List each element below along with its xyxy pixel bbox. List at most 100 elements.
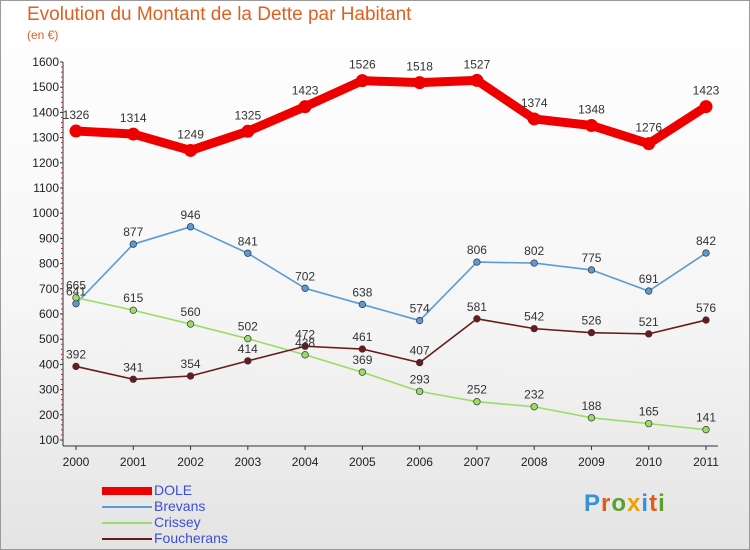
data-label: 252	[467, 383, 487, 397]
series-foucherans	[72, 315, 710, 383]
y-tick-label: 400	[39, 357, 59, 371]
legend-swatch	[102, 506, 152, 508]
data-label: 472	[295, 327, 315, 341]
y-tick-label: 200	[39, 408, 59, 422]
data-label: 407	[410, 344, 430, 358]
data-point	[473, 398, 481, 406]
chart-title: Evolution du Montant de la Dette par Hab…	[27, 4, 412, 25]
x-tick-label: 2005	[349, 455, 376, 469]
data-point	[358, 368, 367, 376]
data-label: 1518	[406, 60, 433, 74]
data-label: 461	[352, 330, 372, 344]
data-label: 341	[123, 360, 143, 374]
data-point	[244, 357, 252, 365]
data-point	[587, 266, 596, 274]
data-label: 877	[123, 225, 143, 239]
data-label: 806	[467, 243, 487, 257]
data-point	[415, 387, 424, 396]
data-label: 502	[238, 320, 258, 334]
data-label: 1314	[120, 111, 147, 125]
data-label: 526	[581, 314, 601, 328]
data-point	[527, 112, 541, 126]
data-label: 1348	[578, 103, 605, 117]
data-label: 1276	[635, 121, 662, 135]
data-point	[415, 316, 424, 325]
y-tick-label: 1200	[32, 156, 59, 170]
data-point	[645, 330, 653, 338]
data-label: 542	[524, 310, 544, 324]
x-tick-label: 2011	[693, 455, 719, 469]
data-point	[184, 143, 198, 157]
y-tick-label: 300	[39, 383, 59, 397]
data-point	[358, 345, 367, 353]
data-label: 615	[123, 291, 143, 305]
x-tick-label: 2007	[464, 455, 491, 469]
x-tick-label: 2008	[521, 455, 548, 469]
data-label: 1326	[63, 108, 90, 122]
legend-swatch	[102, 487, 152, 495]
unit-label: (en €)	[27, 28, 59, 42]
y-tick-label: 600	[39, 307, 59, 321]
logo-letter: o	[611, 490, 628, 517]
data-point	[473, 258, 481, 266]
data-label: 1249	[177, 127, 204, 141]
data-label: 638	[352, 285, 372, 299]
data-label: 842	[696, 234, 716, 248]
data-label: 574	[410, 302, 430, 316]
data-point	[301, 284, 309, 292]
logo-letter: r	[601, 490, 612, 517]
x-tick-label: 2004	[292, 455, 319, 469]
series-line	[75, 317, 707, 381]
data-point	[413, 76, 427, 90]
x-tick-label: 2002	[177, 455, 204, 469]
legend-label: Brevans	[154, 498, 206, 514]
data-label: 841	[238, 234, 258, 248]
data-point	[129, 306, 137, 314]
logo-letter: i	[641, 490, 650, 517]
x-tick-label: 2003	[234, 455, 261, 469]
data-point	[241, 124, 255, 138]
data-point	[470, 73, 484, 87]
data-label: 369	[352, 353, 372, 367]
data-label: 702	[295, 269, 315, 283]
data-label: 1423	[292, 84, 319, 98]
data-point	[126, 127, 140, 141]
x-tick-label: 2000	[63, 455, 90, 469]
data-point	[587, 328, 596, 337]
data-label: 392	[66, 347, 86, 361]
y-tick-label: 1600	[32, 55, 59, 69]
data-point	[186, 372, 195, 380]
x-tick-label: 2001	[120, 455, 147, 469]
data-point	[699, 100, 713, 114]
data-point	[72, 362, 80, 371]
series-layer	[69, 73, 713, 434]
data-label: 581	[467, 300, 487, 314]
data-point	[301, 351, 309, 359]
data-point	[129, 375, 137, 383]
data-label: 1527	[464, 57, 491, 71]
data-point	[69, 124, 83, 138]
legend-label: Crissey	[154, 514, 201, 530]
data-point	[473, 315, 481, 323]
legend-label: DOLE	[154, 482, 193, 498]
logo-letter: P	[584, 490, 602, 517]
x-tick-label: 2009	[578, 455, 605, 469]
series-dole	[69, 73, 713, 157]
data-point	[645, 419, 653, 428]
data-label: 1325	[234, 108, 261, 122]
data-point	[186, 320, 195, 328]
data-point	[415, 358, 424, 367]
data-label: 232	[524, 388, 544, 402]
data-point	[72, 300, 80, 308]
data-point	[186, 223, 195, 231]
data-point	[244, 249, 252, 257]
data-label: 1526	[349, 58, 376, 72]
legend-swatch	[102, 522, 152, 524]
y-tick-label: 800	[39, 257, 59, 271]
y-tick-label: 500	[39, 332, 59, 346]
series-crissey	[72, 293, 710, 434]
data-label: 1423	[693, 84, 720, 98]
y-tick-label: 1500	[32, 80, 59, 94]
data-point	[702, 249, 710, 257]
y-tick-label: 1000	[32, 206, 59, 220]
